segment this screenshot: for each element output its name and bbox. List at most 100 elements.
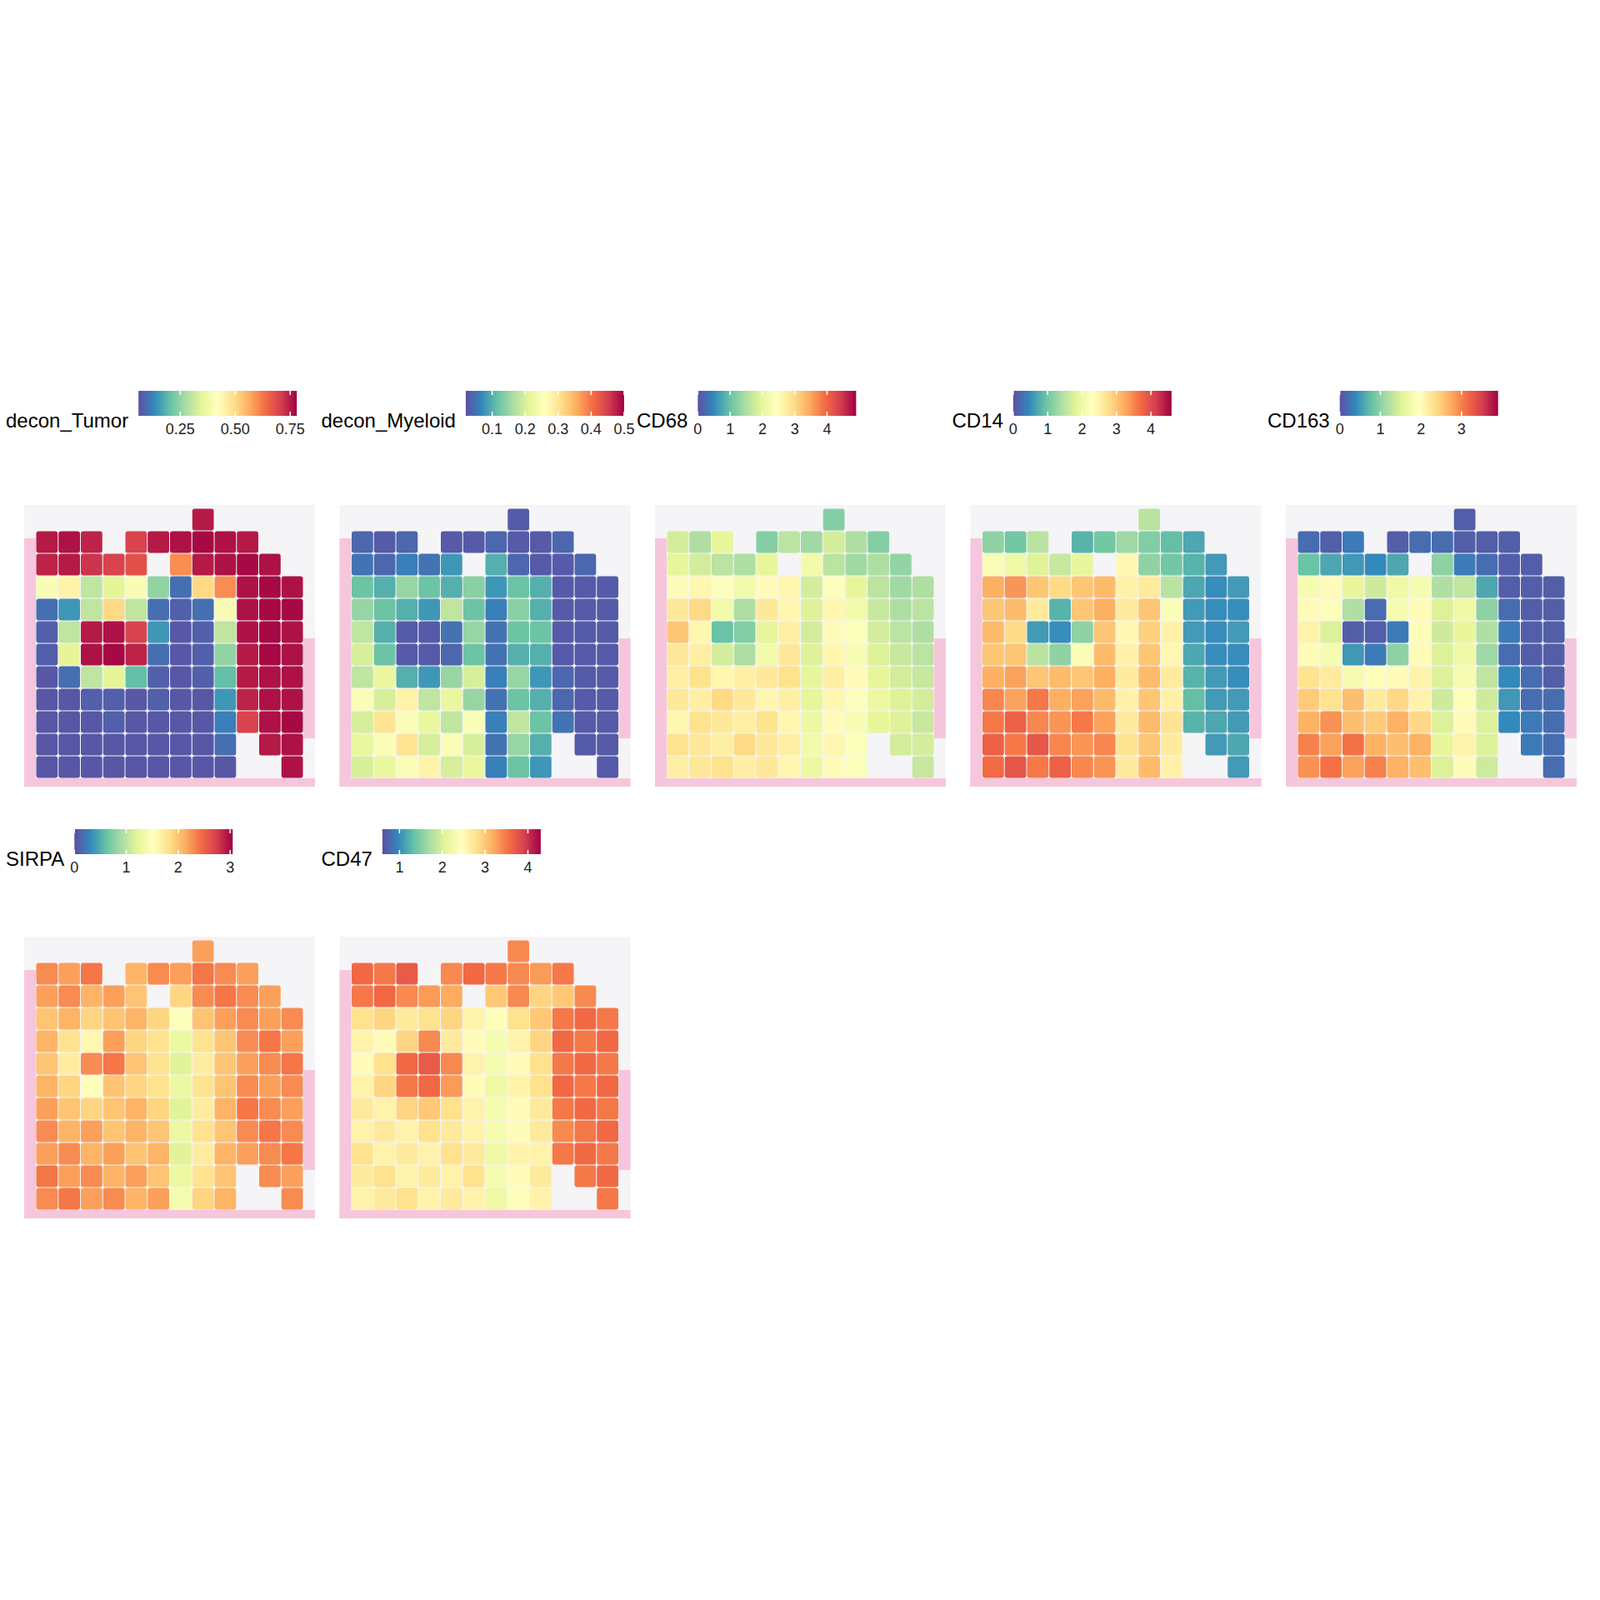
- color-bar: [382, 829, 541, 855]
- spot-cell: [1298, 621, 1320, 644]
- spot-cell: [1387, 576, 1410, 599]
- spot-cell: [170, 666, 192, 689]
- spot-cell: [440, 689, 463, 711]
- color-tick: [1115, 390, 1118, 395]
- spot-cell: [259, 1075, 281, 1098]
- spot-cell: [259, 644, 281, 666]
- spot-cell: [103, 711, 125, 734]
- spot-cell: [845, 576, 868, 599]
- spot-cell: [192, 621, 215, 644]
- spot-cell: [374, 734, 396, 756]
- spots: [667, 509, 935, 779]
- spot-cell: [147, 963, 170, 985]
- spot-cell: [125, 644, 148, 666]
- spot-cell: [170, 576, 192, 599]
- spot-cell: [1116, 599, 1139, 621]
- color-tick: [180, 411, 182, 416]
- spot-cell: [1116, 531, 1139, 554]
- spot-cell: [734, 666, 756, 689]
- spot-cell: [192, 666, 215, 689]
- spot-cell: [125, 621, 148, 644]
- spot-cell: [281, 576, 304, 599]
- spot-cell: [1049, 666, 1071, 689]
- spot-cell: [36, 621, 59, 644]
- spot-cell: [192, 531, 215, 554]
- spot-cell: [1320, 599, 1342, 621]
- tissue-edge: [619, 638, 631, 739]
- spot-cell: [552, 576, 575, 599]
- spot-cell: [281, 1165, 304, 1188]
- spot-cell: [1454, 599, 1476, 621]
- spot-cell: [1116, 734, 1139, 756]
- spot-cell: [125, 666, 148, 689]
- spot-cell: [1498, 644, 1520, 666]
- spot-cell: [58, 576, 80, 599]
- spot-cell: [351, 756, 374, 779]
- spot-cell: [281, 734, 304, 756]
- spot-cell: [507, 1075, 530, 1098]
- spot-cell: [485, 1165, 508, 1188]
- spot-cell: [1183, 531, 1205, 554]
- spot-cell: [1138, 576, 1160, 599]
- spot-cell: [1431, 621, 1454, 644]
- color-tick: [399, 850, 401, 855]
- spot-cell: [259, 1120, 281, 1143]
- spot-cell: [1520, 621, 1543, 644]
- spot-cell: [36, 734, 59, 756]
- spot-cell: [507, 1030, 530, 1053]
- color-tick: [177, 850, 180, 855]
- color-tick: [229, 829, 231, 834]
- spot-cell: [1227, 711, 1250, 734]
- spot-cell: [1027, 644, 1050, 666]
- spot-cell: [170, 1165, 192, 1188]
- spot-cell: [1116, 576, 1139, 599]
- spot-cell: [1320, 711, 1342, 734]
- color-tick-label: 4: [523, 859, 532, 876]
- color-bar: [1340, 390, 1499, 416]
- color-tick: [235, 411, 237, 416]
- spot-cell: [575, 689, 597, 711]
- spot-cell: [1454, 576, 1476, 599]
- spot-cell: [530, 1143, 552, 1165]
- color-bar: [138, 390, 297, 416]
- spot-cell: [575, 1075, 597, 1098]
- spot-cell: [1543, 599, 1565, 621]
- spot-cell: [485, 554, 508, 576]
- spot-cell: [463, 1165, 485, 1188]
- spot-cell: [596, 1143, 619, 1165]
- spot-cell: [1005, 689, 1027, 711]
- spot-cell: [689, 689, 711, 711]
- spot-cell: [418, 1075, 440, 1098]
- spot-cell: [1298, 599, 1320, 621]
- spot-cell: [36, 1008, 59, 1030]
- spot-cell: [1094, 531, 1116, 554]
- spot-cell: [507, 963, 530, 985]
- spot-cell: [689, 711, 711, 734]
- spot-cell: [80, 576, 103, 599]
- spot-cell: [1071, 734, 1094, 756]
- legend-title: decon_Tumor: [5, 409, 129, 432]
- spot-cell: [552, 963, 575, 985]
- spot-cell: [396, 1075, 419, 1098]
- spot-cell: [281, 1075, 304, 1098]
- spot-cell: [170, 756, 192, 779]
- spot-cell: [80, 531, 103, 554]
- spot-cell: [800, 666, 823, 689]
- spot-cell: [374, 985, 396, 1008]
- spot-cell: [1094, 576, 1116, 599]
- spot-cell: [1431, 576, 1454, 599]
- legend-title: CD163: [1267, 409, 1330, 432]
- spot-cell: [485, 734, 508, 756]
- spot-cell: [1476, 554, 1499, 576]
- spot-cell: [711, 666, 734, 689]
- spot-cell: [1320, 531, 1342, 554]
- spot-cell: [778, 621, 800, 644]
- spot-cell: [575, 734, 597, 756]
- spot-cell: [1365, 621, 1387, 644]
- spot-cell: [418, 689, 440, 711]
- color-tick: [290, 390, 292, 395]
- spot-cell: [596, 576, 619, 599]
- spot-cell: [215, 666, 237, 689]
- spot-cell: [80, 644, 103, 666]
- color-tick: [524, 390, 526, 395]
